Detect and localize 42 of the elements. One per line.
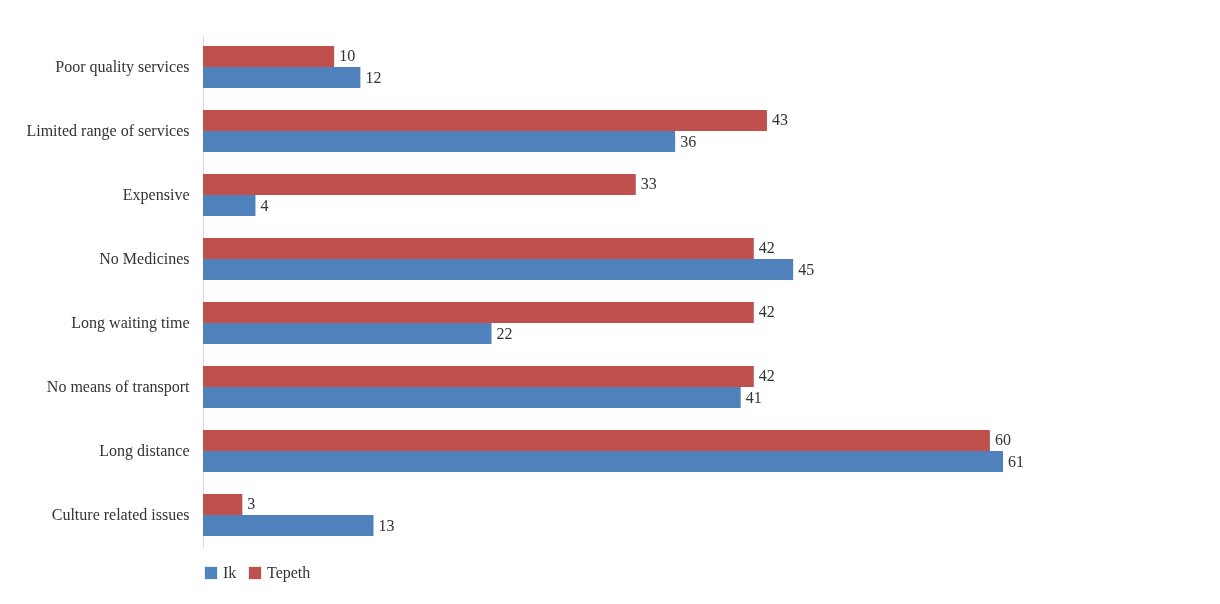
data-label: 42 — [758, 303, 775, 321]
data-label: 43 — [771, 111, 788, 129]
bar — [203, 515, 374, 537]
data-label: 42 — [758, 367, 775, 385]
bar — [203, 301, 754, 323]
bar — [203, 45, 335, 67]
data-label: 12 — [365, 68, 382, 86]
bar — [203, 323, 492, 345]
data-label: 41 — [745, 388, 762, 406]
bar — [203, 429, 990, 451]
data-label: 4 — [260, 196, 269, 214]
bar — [203, 131, 676, 153]
bar — [203, 173, 636, 195]
y-tick-label: Long distance — [99, 442, 190, 460]
data-label: 45 — [798, 260, 815, 278]
y-tick-label: No Medicines — [99, 250, 190, 267]
legend-label: Tepeth — [267, 564, 311, 582]
bar — [203, 387, 741, 409]
data-label: 36 — [680, 132, 697, 150]
bar — [203, 67, 361, 89]
data-label: 60 — [994, 431, 1011, 449]
data-label: 33 — [640, 175, 657, 193]
bar — [203, 365, 754, 387]
bar — [203, 237, 754, 259]
y-tick-label: Poor quality services — [55, 58, 190, 76]
y-tick-label: Limited range of services — [26, 122, 190, 140]
y-tick-label: Expensive — [122, 186, 190, 204]
data-label: 42 — [758, 239, 775, 257]
data-label: 61 — [1008, 452, 1024, 470]
bar — [203, 109, 767, 131]
data-label: 3 — [247, 495, 256, 513]
bar — [203, 195, 256, 217]
y-tick-label: No means of transport — [46, 378, 191, 396]
data-label: 13 — [378, 516, 395, 534]
bar — [203, 259, 794, 281]
legend-label: Ik — [223, 564, 237, 581]
y-tick-label: Culture related issues — [51, 506, 190, 523]
y-tick-label: Long waiting time — [71, 314, 190, 332]
bar — [203, 493, 243, 515]
data-label: 10 — [339, 47, 356, 65]
bar — [203, 451, 1003, 473]
data-label: 22 — [496, 324, 513, 342]
